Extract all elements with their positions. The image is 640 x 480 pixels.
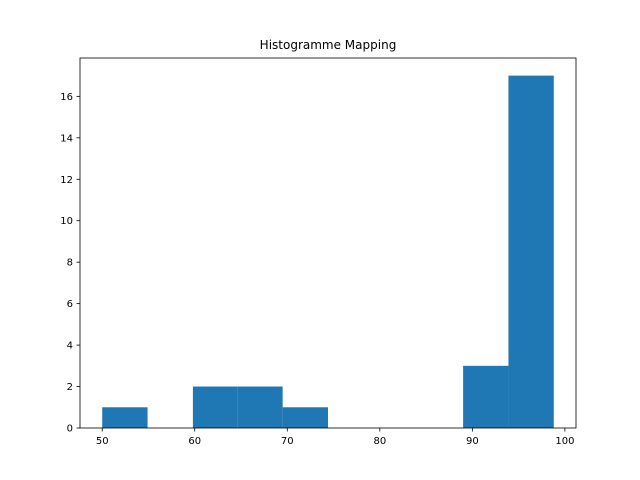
histogram-bar-2 [192, 386, 238, 428]
histogram-bar-3 [237, 386, 283, 428]
x-tick-label: 70 [281, 436, 294, 447]
histogram-bar-4 [282, 407, 328, 428]
bars-group [102, 75, 554, 428]
chart-title: Histogramme Mapping [260, 38, 397, 52]
histogram-bar-8 [463, 365, 509, 428]
x-tick-label: 60 [188, 436, 201, 447]
y-tick-label: 0 [67, 424, 73, 435]
y-tick-label: 10 [60, 216, 73, 227]
plot-frame [79, 57, 577, 429]
y-tick-label: 16 [60, 92, 73, 103]
x-axis-ticks: 50 60 70 80 90 100 [96, 428, 574, 447]
x-tick-label: 80 [373, 436, 386, 447]
histogram-bar-9 [508, 75, 554, 428]
y-tick-label: 6 [67, 299, 73, 310]
x-tick-label: 100 [555, 436, 574, 447]
histogram-bar-0 [102, 407, 148, 428]
y-tick-label: 2 [67, 382, 73, 393]
y-tick-label: 8 [67, 258, 73, 269]
x-tick-label: 50 [96, 436, 109, 447]
y-tick-label: 12 [60, 175, 73, 186]
y-tick-label: 14 [60, 133, 73, 144]
y-tick-label: 4 [67, 341, 73, 352]
x-tick-label: 90 [466, 436, 479, 447]
y-axis-ticks: 0 2 4 6 8 10 12 14 16 [60, 92, 80, 435]
